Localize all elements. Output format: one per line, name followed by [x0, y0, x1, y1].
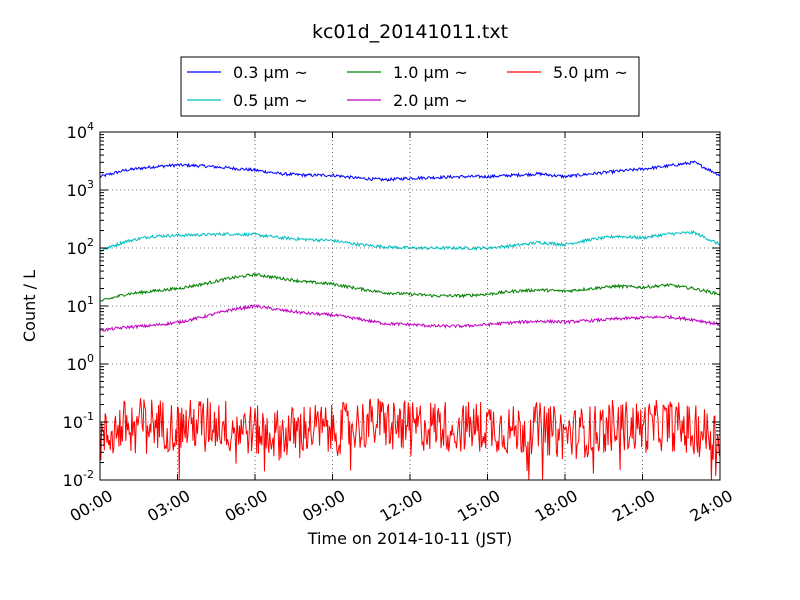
y-tick-label: 103 — [67, 178, 94, 200]
chart-title: kc01d_20141011.txt — [312, 21, 508, 43]
y-tick-label: 10-2 — [63, 468, 94, 490]
y-tick-base: 10 — [67, 239, 87, 258]
y-tick-base: 10 — [67, 355, 87, 374]
y-tick-base: 10 — [67, 297, 87, 316]
y-tick-exponent: 3 — [87, 178, 94, 191]
y-tick-label: 10-1 — [63, 410, 94, 432]
y-tick-exponent: 1 — [87, 294, 94, 307]
series-line — [99, 397, 721, 481]
legend-label: 5.0 μm ~ — [553, 63, 628, 82]
y-tick-base: 10 — [67, 181, 87, 200]
y-axis-label: Count / L — [20, 270, 39, 342]
y-tick-base: 10 — [67, 123, 87, 142]
legend-label: 2.0 μm ~ — [393, 91, 468, 110]
y-tick-base: 10 — [63, 413, 83, 432]
y-tick-exponent: -2 — [83, 468, 94, 481]
legend-box — [180, 56, 640, 117]
series-line — [99, 304, 721, 333]
y-tick-exponent: 2 — [87, 236, 94, 249]
grid — [100, 132, 720, 480]
series-layer — [99, 160, 721, 481]
y-tick-label: 100 — [67, 352, 94, 374]
legend-label: 0.5 μm ~ — [233, 91, 308, 110]
y-tick-exponent: 0 — [87, 352, 94, 365]
series-line — [99, 160, 721, 183]
series-line — [99, 230, 721, 252]
legend-label: 0.3 μm ~ — [233, 63, 308, 82]
y-tick-label: 101 — [67, 294, 94, 316]
y-tick-label: 104 — [67, 120, 94, 142]
y-tick-base: 10 — [63, 471, 83, 490]
y-tick-exponent: 4 — [87, 120, 94, 133]
y-tick-exponent: -1 — [83, 410, 94, 423]
series-line — [99, 272, 721, 302]
legend: 0.3 μm ~ 0.5 μm ~ 1.0 μm ~ 2.0 μm ~ 5.0 μm ~ — [180, 56, 640, 117]
ticks — [99, 131, 721, 481]
legend-label: 1.0 μm ~ — [393, 63, 468, 82]
x-axis-label: Time on 2014-10-11 (JST) — [307, 529, 512, 548]
y-tick-label: 102 — [67, 236, 94, 258]
